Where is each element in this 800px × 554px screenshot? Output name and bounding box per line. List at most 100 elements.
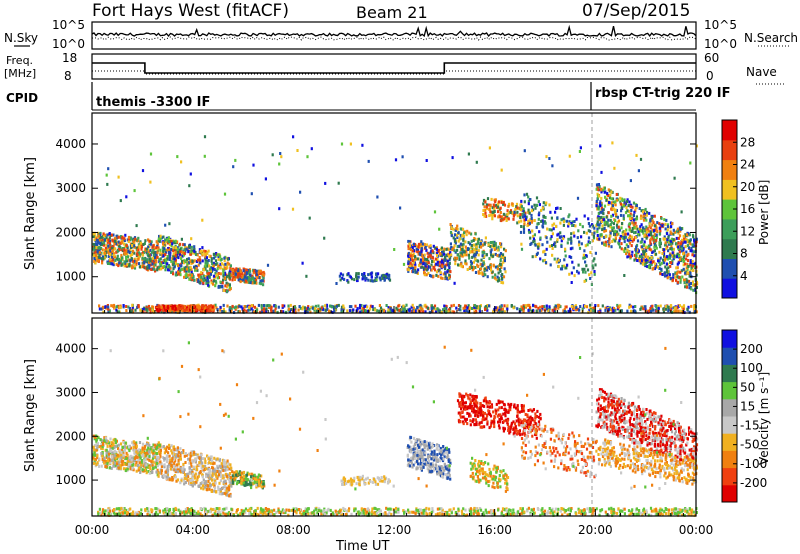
- range-gate-cell: [423, 271, 426, 275]
- range-gate-cell: [107, 167, 110, 171]
- range-gate-cell: [235, 510, 238, 514]
- range-gate-cell: [573, 274, 576, 278]
- range-gate-cell: [423, 266, 426, 270]
- range-gate-cell: [683, 281, 686, 285]
- range-gate-cell: [565, 266, 568, 270]
- range-gate-cell: [438, 264, 441, 268]
- range-gate-cell: [663, 254, 666, 258]
- range-gate-cell: [636, 248, 639, 252]
- range-gate-cell: [131, 244, 134, 247]
- range-gate-cell: [152, 265, 155, 269]
- range-gate-cell: [490, 253, 493, 257]
- range-gate-cell: [521, 307, 524, 311]
- range-gate-cell: [148, 263, 151, 267]
- range-gate-cell: [520, 225, 523, 228]
- range-gate-cell: [605, 198, 608, 202]
- range-gate-cell: [666, 223, 670, 227]
- range-gate-cell: [650, 216, 654, 220]
- range-gate-cell: [243, 308, 246, 312]
- range-gate-cell: [581, 267, 584, 271]
- range-gate-cell: [204, 249, 207, 253]
- range-gate-cell: [482, 261, 485, 265]
- range-gate-cell: [593, 231, 596, 235]
- range-gate-cell: [253, 280, 256, 284]
- range-gate-cell: [157, 304, 160, 308]
- range-gate-cell: [649, 241, 652, 245]
- colorbar-swatch: [722, 278, 737, 299]
- range-gate-cell: [251, 274, 254, 278]
- range-gate-cell: [640, 209, 643, 213]
- range-gate-cell: [466, 229, 469, 233]
- range-gate-cell: [167, 236, 170, 240]
- range-gate-cell: [299, 306, 302, 310]
- range-gate-cell: [263, 310, 266, 314]
- range-gate-cell: [664, 256, 667, 260]
- range-gate-cell: [633, 253, 636, 257]
- range-gate-cell: [174, 310, 177, 314]
- range-gate-cell: [185, 267, 188, 271]
- range-gate-cell: [233, 306, 236, 310]
- range-gate-cell: [331, 511, 334, 515]
- range-gate-cell: [172, 249, 175, 253]
- range-gate-cell: [190, 306, 193, 310]
- range-gate-cell: [451, 156, 454, 160]
- range-gate-cell: [164, 265, 168, 269]
- range-gate-cell: [498, 278, 501, 282]
- range-gate-cell: [601, 241, 604, 245]
- range-gate-cell: [493, 214, 496, 218]
- range-gate-cell: [214, 259, 218, 263]
- range-gate-cell: [642, 210, 645, 214]
- range-gate-cell: [453, 249, 456, 253]
- range-gate-cell: [424, 265, 427, 269]
- range-gate-cell: [607, 194, 610, 197]
- range-gate-cell: [324, 304, 327, 308]
- range-gate-cell: [693, 254, 696, 258]
- range-gate-cell: [439, 276, 443, 280]
- range-gate-cell: [620, 242, 623, 246]
- range-gate-cell: [125, 249, 128, 253]
- range-gate-cell: [484, 200, 487, 204]
- range-gate-cell: [408, 266, 411, 270]
- range-gate-cell: [653, 241, 656, 245]
- range-gate-cell: [607, 218, 610, 222]
- range-gate-cell: [497, 276, 501, 280]
- range-gate-cell: [131, 253, 134, 256]
- range-gate-cell: [570, 305, 573, 308]
- range-gate-cell: [119, 199, 122, 203]
- range-gate-cell: [535, 309, 538, 313]
- range-gate-cell: [189, 252, 192, 256]
- range-gate-cell: [144, 239, 147, 243]
- range-gate-cell: [221, 281, 224, 285]
- range-gate-cell: [452, 246, 455, 250]
- range-gate-cell: [678, 234, 682, 238]
- range-gate-cell: [659, 223, 662, 227]
- range-gate-cell: [493, 248, 496, 251]
- range-gate-cell: [100, 242, 103, 246]
- range-gate-cell: [479, 242, 482, 245]
- range-gate-cell: [633, 210, 636, 214]
- range-gate-cell: [601, 304, 604, 308]
- range-gate-cell: [167, 268, 170, 272]
- range-gate-cell: [453, 310, 456, 314]
- range-gate-cell: [661, 508, 664, 512]
- range-gate-cell: [435, 262, 438, 266]
- range-gate-cell: [639, 225, 642, 229]
- range-gate-cell: [470, 244, 473, 247]
- range-gate-cell: [516, 221, 519, 225]
- range-gate-cell: [285, 508, 288, 512]
- range-gate-cell: [628, 228, 631, 232]
- range-gate-cell: [656, 221, 659, 225]
- range-gate-cell: [500, 266, 503, 269]
- range-gate-cell: [165, 307, 168, 311]
- range-gate-cell: [183, 243, 186, 247]
- range-gate-cell: [163, 265, 166, 268]
- range-gate-cell: [223, 272, 226, 276]
- range-gate-cell: [183, 252, 186, 256]
- range-gate-cell: [503, 310, 506, 314]
- range-gate-cell: [444, 513, 447, 517]
- range-gate-cell: [551, 247, 554, 250]
- range-gate-cell: [475, 247, 478, 251]
- range-gate-cell: [670, 244, 673, 248]
- range-gate-cell: [132, 259, 135, 263]
- range-gate-cell: [206, 261, 209, 265]
